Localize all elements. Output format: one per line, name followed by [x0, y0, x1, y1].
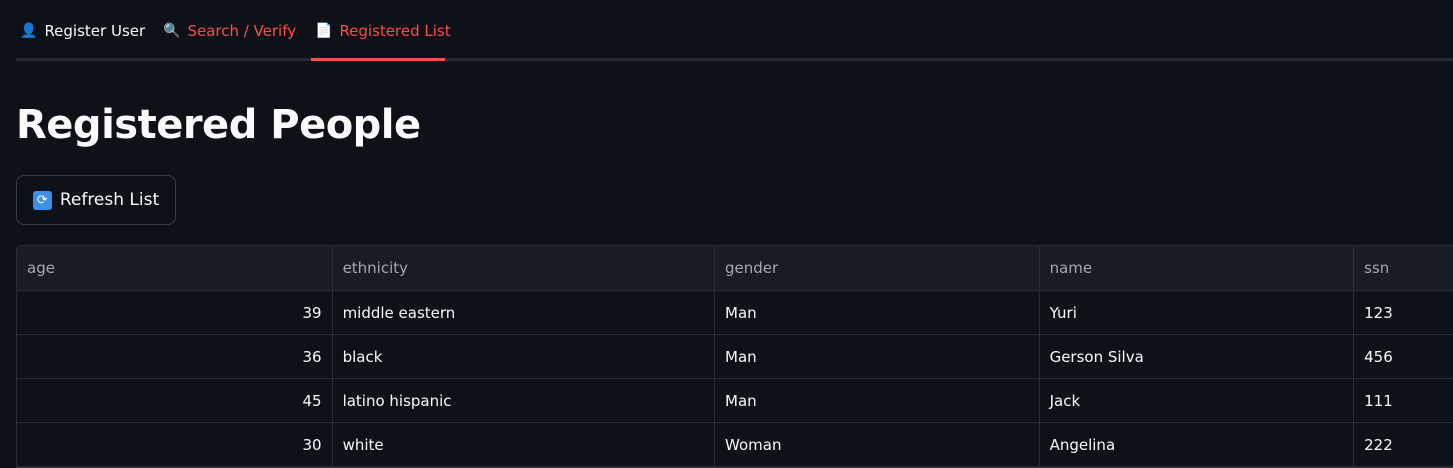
cell-age[interactable]: 30: [17, 423, 333, 466]
table-row: 36 black Man Gerson Silva 456: [17, 335, 1453, 379]
cell-age[interactable]: 36: [17, 335, 333, 378]
column-header-ethnicity[interactable]: ethnicity: [333, 246, 716, 290]
column-header-name[interactable]: name: [1040, 246, 1355, 290]
magnifier-icon: 🔍: [163, 23, 181, 39]
refresh-icon: ⟳: [32, 190, 52, 210]
cell-ssn[interactable]: 123: [1364, 303, 1393, 322]
tab-register-user[interactable]: 👤 Register User: [20, 22, 146, 40]
cell-ethnicity[interactable]: white: [333, 423, 716, 466]
tab-registered-list[interactable]: 📄 Registered List: [315, 22, 451, 40]
registered-people-table[interactable]: age ethnicity gender name ssn 39 middle e…: [16, 245, 1453, 468]
cell-name[interactable]: Gerson Silva: [1040, 335, 1355, 378]
cell-ssn[interactable]: 222: [1364, 435, 1393, 454]
active-tab-indicator: [311, 58, 445, 61]
tab-bar: 👤 Register User 🔍 Search / Verify 📄 Registe…: [16, 0, 1453, 61]
cell-name[interactable]: Yuri: [1040, 291, 1355, 334]
cell-gender[interactable]: Man: [715, 379, 1040, 422]
cell-ssn[interactable]: 456: [1364, 347, 1393, 366]
table-header: age ethnicity gender name ssn: [17, 246, 1453, 291]
column-header-age[interactable]: age: [17, 246, 333, 290]
refresh-list-button[interactable]: ⟳ Refresh List: [16, 175, 176, 225]
column-header-gender[interactable]: gender: [715, 246, 1040, 290]
column-header-ssn[interactable]: ssn: [1364, 259, 1390, 277]
table-row: 30 white Woman Angelina 222: [17, 423, 1453, 467]
cell-gender[interactable]: Man: [715, 291, 1040, 334]
cell-gender[interactable]: Man: [715, 335, 1040, 378]
table-row: 45 latino hispanic Man Jack 111: [17, 379, 1453, 423]
page-title: Registered People: [16, 102, 421, 148]
cell-ethnicity[interactable]: middle eastern: [333, 291, 716, 334]
cell-ethnicity[interactable]: latino hispanic: [333, 379, 716, 422]
cell-name[interactable]: Jack: [1040, 379, 1355, 422]
cell-ethnicity[interactable]: black: [333, 335, 716, 378]
cell-gender[interactable]: Woman: [715, 423, 1040, 466]
document-icon: 📄: [315, 23, 333, 39]
user-icon: 👤: [20, 23, 38, 39]
tab-search-verify[interactable]: 🔍 Search / Verify: [163, 22, 297, 40]
cell-age[interactable]: 39: [17, 291, 333, 334]
cell-name[interactable]: Angelina: [1040, 423, 1355, 466]
cell-age[interactable]: 45: [17, 379, 333, 422]
cell-ssn[interactable]: 111: [1364, 391, 1393, 410]
table-row: 39 middle eastern Man Yuri 123: [17, 291, 1453, 335]
